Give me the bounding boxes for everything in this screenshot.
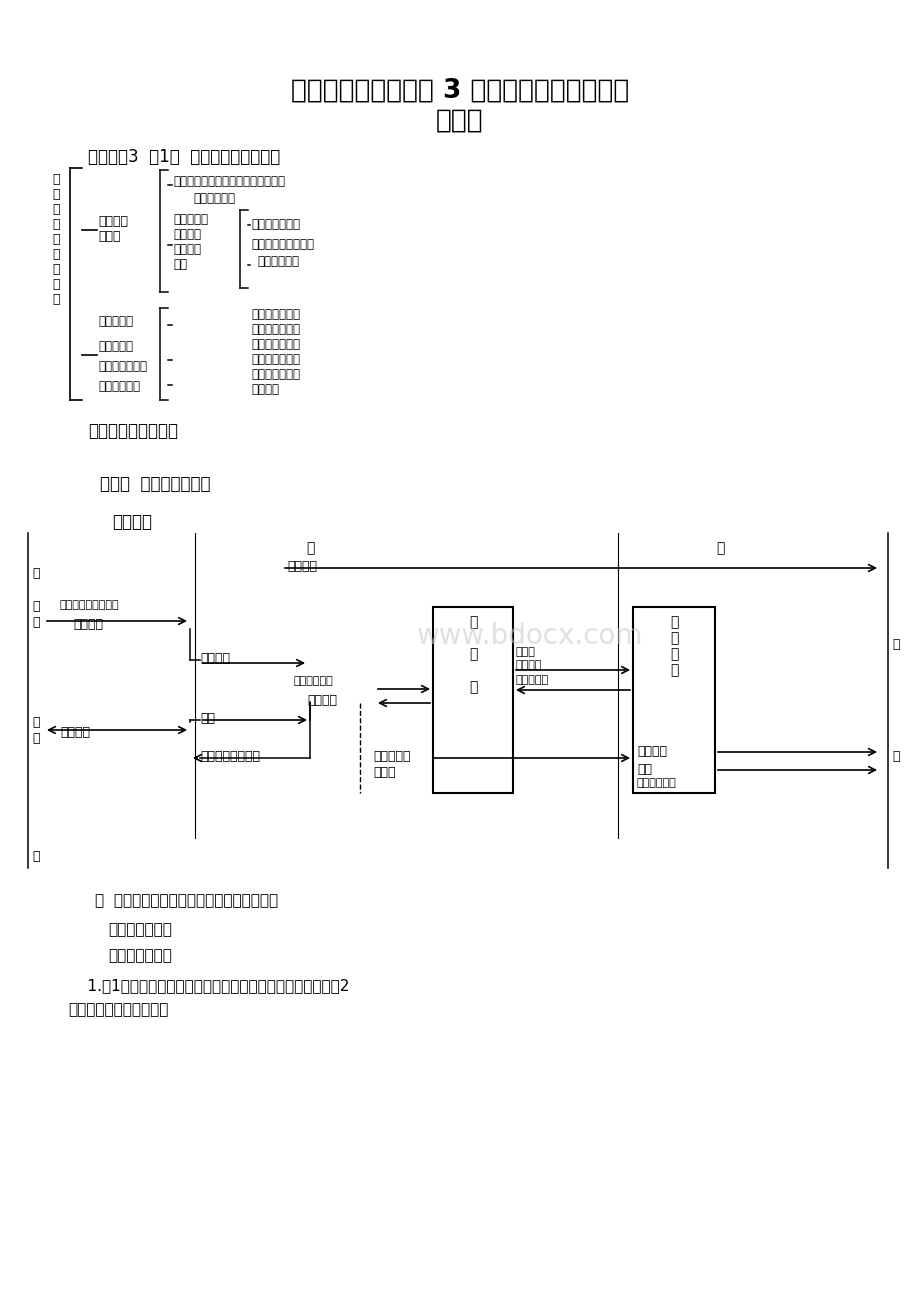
Text: 中）: 中） — [173, 258, 187, 271]
Text: 气: 气 — [32, 716, 40, 729]
Text: 的特征，也是机: 的特征，也是机 — [251, 323, 300, 336]
Text: 稳态的调节机制: 稳态的调节机制 — [98, 359, 147, 372]
Text: 食物残渣: 食物残渣 — [287, 560, 317, 573]
Text: 体存活的条件，: 体存活的条件， — [251, 339, 300, 352]
Text: 人
体
的
内
环
境
与
稳
态: 人 体 的 内 环 境 与 稳 态 — [52, 173, 60, 306]
Text: 单细胞生物（细胞直接与外界环境进: 单细胞生物（细胞直接与外界环境进 — [173, 174, 285, 187]
Text: 终产物: 终产物 — [372, 766, 395, 779]
Text: 泌尿系统: 泌尿系统 — [636, 745, 666, 758]
Text: 中是单细胞动物草履虫。: 中是单细胞动物草履虫。 — [68, 1003, 168, 1017]
Text: 内

环

境: 内 环 境 — [469, 615, 477, 694]
Text: 1.图1中是人体血液中的血细胞，包括红细胞、白细胞等；图2: 1.图1中是人体血液中的血细胞，包括红细胞、白细胞等；图2 — [68, 978, 349, 993]
Text: 图  体内细胞与外界环境进行物质交换的过程: 图 体内细胞与外界环境进行物质交换的过程 — [95, 893, 278, 907]
Text: 物: 物 — [32, 616, 40, 629]
Text: 内环境稳态: 内环境稳态 — [98, 340, 133, 353]
Text: 学年度高中生物必修 3 人教版教材中所有问题: 学年度高中生物必修 3 人教版教材中所有问题 — [290, 78, 629, 104]
Text: 行物质交换）: 行物质交换） — [193, 191, 234, 204]
Text: 呼吸系统: 呼吸系统 — [60, 727, 90, 740]
Text: 酸碱度、温度: 酸碱度、温度 — [256, 255, 299, 268]
Text: 稳态的重要性: 稳态的重要性 — [98, 380, 140, 393]
Text: www.bdocx.com: www.bdocx.com — [416, 622, 642, 650]
Text: 细胞生活
的环境: 细胞生活 的环境 — [98, 215, 128, 243]
Text: 营养物质: 营养物质 — [516, 660, 542, 671]
FancyBboxPatch shape — [632, 607, 714, 793]
Text: 营养物质: 营养物质 — [199, 652, 230, 665]
Text: 一、教学内容的结构: 一、教学内容的结构 — [88, 422, 177, 440]
Text: 氧气、: 氧气、 — [516, 647, 535, 658]
Text: 一、资料: 一、资料 — [112, 513, 152, 531]
Text: （排泄作用）: （排泄作用） — [636, 779, 676, 788]
Text: 细胞共建: 细胞共建 — [251, 383, 278, 396]
Text: 分享，又靠所有: 分享，又靠所有 — [251, 368, 300, 381]
Text: 代谢终产物: 代谢终产物 — [516, 674, 549, 685]
Text: 细胞外液的渗透压、: 细胞外液的渗透压、 — [251, 238, 313, 251]
Text: 循环系统: 循环系统 — [307, 694, 336, 707]
Text: 体: 体 — [305, 542, 314, 555]
Text: 体: 体 — [891, 638, 899, 651]
Text: 细胞外液: 细胞外液 — [173, 243, 200, 256]
Text: 生物必修3  第1章  人体的内环境和稳态: 生物必修3 第1章 人体的内环境和稳态 — [88, 148, 280, 165]
Text: 什么是稳态: 什么是稳态 — [98, 315, 133, 328]
Text: 体: 体 — [32, 566, 40, 579]
Text: 的答案: 的答案 — [436, 108, 483, 134]
Text: 皮肤: 皮肤 — [636, 763, 652, 776]
Text: 其余的代谢: 其余的代谢 — [372, 750, 410, 763]
Text: 第一节  细胞生活的环境: 第一节 细胞生活的环境 — [100, 475, 210, 493]
Text: 内: 内 — [715, 542, 723, 555]
Text: 组
织
细
胞: 组 织 细 胞 — [669, 615, 677, 677]
Text: 氧气: 氧气 — [199, 712, 215, 725]
Text: （运输作用）: （运输作用） — [294, 676, 334, 686]
Text: 二氧化碳、少量水: 二氧化碳、少量水 — [199, 750, 260, 763]
Text: （一）问题探讨: （一）问题探讨 — [108, 948, 172, 963]
Text: 体: 体 — [32, 732, 40, 745]
FancyBboxPatch shape — [433, 607, 513, 793]
Text: 外: 外 — [891, 750, 899, 763]
Text: 消化系统: 消化系统 — [73, 618, 103, 631]
Text: （消化、吸收作用）: （消化、吸收作用） — [60, 600, 119, 611]
Text: （生活在: （生活在 — [173, 228, 200, 241]
Text: 细胞外液的成分: 细胞外液的成分 — [251, 217, 300, 230]
Text: 稳态是生命系统: 稳态是生命系统 — [251, 309, 300, 322]
Text: 二、答案和提示: 二、答案和提示 — [108, 922, 172, 937]
Text: 多细胞生物: 多细胞生物 — [173, 214, 208, 227]
Text: 它让每一个细胞: 它让每一个细胞 — [251, 353, 300, 366]
Text: 外: 外 — [32, 850, 40, 863]
Text: 食: 食 — [32, 600, 40, 613]
